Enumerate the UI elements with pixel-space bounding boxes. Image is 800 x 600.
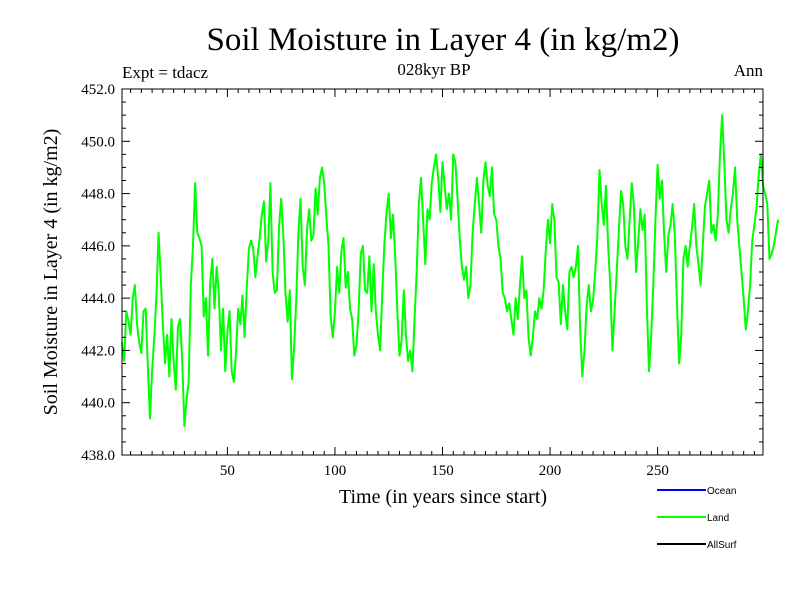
- legend-label-allsurf: AllSurf: [707, 540, 737, 551]
- series-line-land: [121, 114, 780, 428]
- x-tick-label: 100: [324, 463, 347, 479]
- y-tick-label: 450.0: [81, 134, 115, 150]
- experiment-label: Expt = tdacz: [122, 63, 209, 82]
- y-tick-label: 444.0: [81, 291, 115, 307]
- y-tick-label: 452.0: [81, 82, 115, 98]
- y-tick-label: 440.0: [81, 396, 115, 412]
- y-tick-label: 438.0: [81, 448, 115, 464]
- x-tick-label: 250: [646, 463, 669, 479]
- x-axis-label: Time (in years since start): [339, 486, 547, 508]
- series-layer: [121, 114, 780, 428]
- legend-label-ocean: Ocean: [707, 486, 736, 497]
- legend-label-land: Land: [707, 513, 729, 524]
- y-tick-label: 442.0: [81, 343, 115, 359]
- y-tick-label: 448.0: [81, 187, 115, 203]
- season-label: Ann: [734, 61, 764, 80]
- y-tick-label: 446.0: [81, 239, 115, 255]
- legend: Ocean Land AllSurf: [657, 486, 737, 551]
- y-axis-label: Soil Moisture in Layer 4 (in kg/m2): [40, 129, 62, 416]
- x-tick-label: 150: [431, 463, 454, 479]
- x-tick-label: 200: [539, 463, 562, 479]
- chart-subtitle: 028kyr BP: [397, 60, 470, 79]
- axes-layer: 50 100 150 200 250 438.0 440.0 442.0 444.0 446.0 4…: [81, 82, 764, 479]
- chart-title: Soil Moisture in Layer 4 (in kg/m2): [207, 22, 680, 58]
- x-tick-label: 50: [220, 463, 235, 479]
